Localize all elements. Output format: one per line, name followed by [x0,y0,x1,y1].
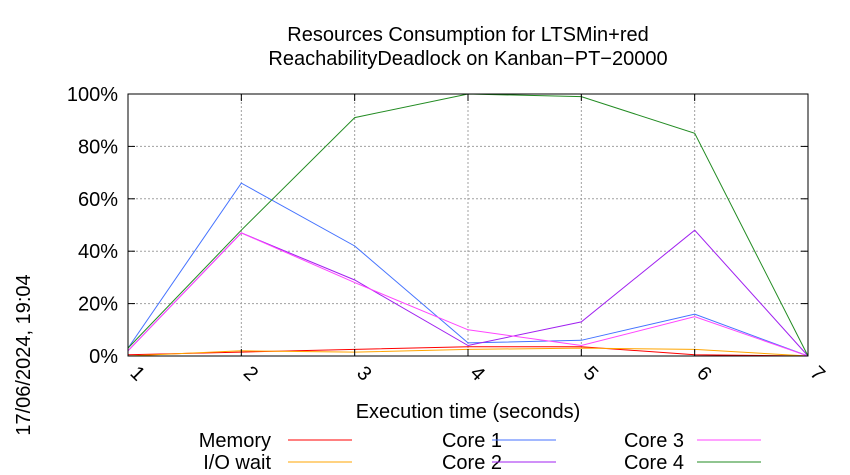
series-line-core-2 [127,229,809,357]
x-tick-label: 5 [579,362,602,385]
x-axis-label: Execution time (seconds) [356,401,581,423]
x-tick-label: 4 [466,362,489,385]
y-tick-label: 40% [78,241,118,263]
y-tick-label: 100% [67,84,118,106]
series-line-core-3 [127,232,809,357]
series-lines [127,93,809,357]
x-tick-label: 2 [239,362,262,385]
legend-label: Core 3 [624,430,684,452]
x-tick-label: 7 [806,362,829,385]
grid-lines [127,93,809,357]
series-line-core-1 [127,182,809,357]
timestamp-label: 17/06/2024, 19:04 [13,274,35,435]
x-tick-label: 6 [692,362,715,385]
series-line-core-4 [127,93,809,357]
y-tick-label: 80% [78,136,118,158]
x-tick-label: 3 [352,362,375,385]
chart-title-line-2: ReachabilityDeadlock on Kanban−PT−20000 [268,48,667,70]
y-axis: 0% 20% 40% 60% 80% 100% [67,84,808,368]
x-tick-label: 1 [126,362,149,385]
y-tick-label: 20% [78,294,118,316]
chart-title-line-1: Resources Consumption for LTSMin+red [287,24,648,46]
y-tick-label: 60% [78,189,118,211]
legend-label: Core 1 [442,430,502,452]
x-axis: 1 2 3 4 5 6 7 [126,94,829,385]
legend-label: Core 4 [624,452,684,474]
legend-label: Core 2 [442,452,502,474]
y-tick-label: 0% [89,346,118,368]
legend-label: Memory [199,430,271,452]
plot-frame [127,93,809,357]
chart-title: Resources Consumption for LTSMin+red Rea… [268,24,667,70]
legend-label: I/O wait [203,452,271,474]
